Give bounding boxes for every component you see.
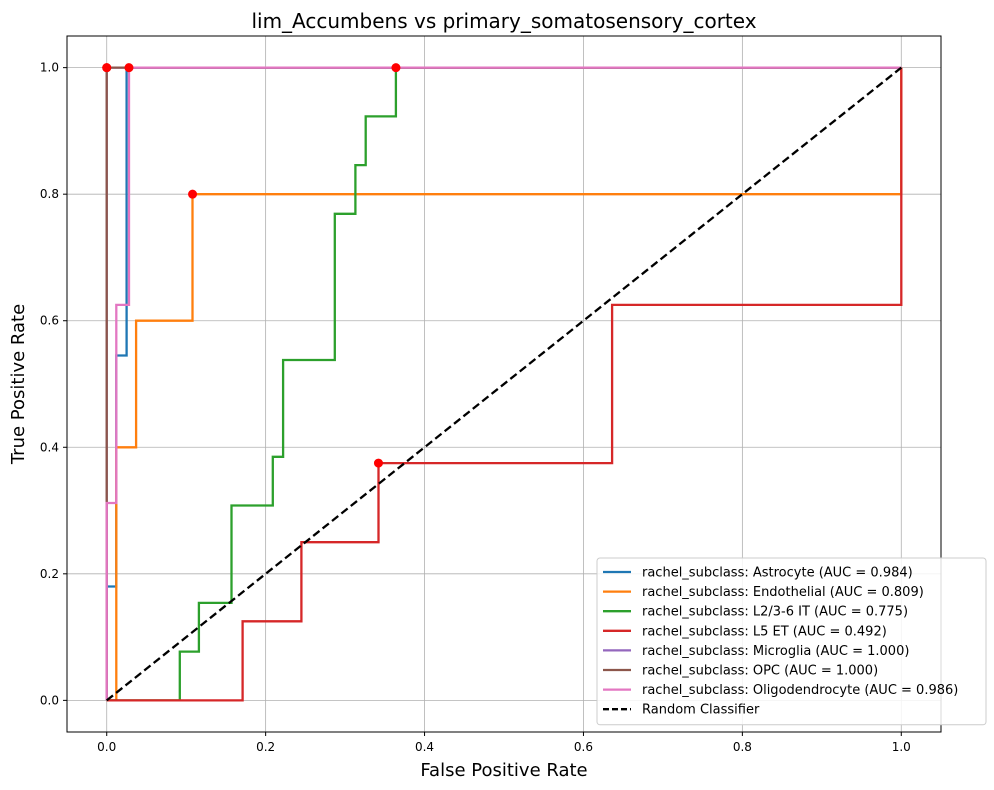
optimal-point-3 <box>373 458 383 468</box>
y-axis-label: True Positive Rate <box>8 304 29 465</box>
legend-label: rachel_subclass: Astrocyte (AUC = 0.984) <box>642 566 913 581</box>
chart-title: lim_Accumbens vs primary_somatosensory_c… <box>251 9 756 33</box>
x-tick-label: 0.2 <box>256 740 275 754</box>
optimal-point-1 <box>188 189 198 199</box>
legend-label: rachel_subclass: L5 ET (AUC = 0.492) <box>642 624 887 639</box>
y-tick-label: 1.0 <box>40 61 59 75</box>
legend-label: rachel_subclass: OPC (AUC = 1.000) <box>642 664 878 679</box>
roc-curve-6 <box>105 66 902 701</box>
x-tick-label: 1.0 <box>892 740 911 754</box>
roc-curve-3 <box>106 67 903 702</box>
optimal-point-5 <box>102 63 112 73</box>
plot-frame <box>66 35 942 733</box>
legend-box <box>596 557 987 726</box>
y-tick-label: 0.8 <box>40 187 59 201</box>
optimal-point-6 <box>124 63 134 73</box>
legend: rachel_subclass: Astrocyte (AUC = 0.984)… <box>596 557 987 726</box>
roc-curve-2 <box>106 66 902 702</box>
legend-label: rachel_subclass: Microglia (AUC = 1.000) <box>642 644 909 659</box>
x-tick-label: 0.8 <box>733 740 752 754</box>
roc-curve-1 <box>106 67 903 702</box>
x-tick-label: 0.4 <box>415 740 434 754</box>
y-tick-label: 0.4 <box>40 440 59 454</box>
y-tick-label: 0.6 <box>40 314 59 328</box>
y-tick-label: 0.0 <box>40 693 59 707</box>
legend-label: rachel_subclass: Endothelial (AUC = 0.80… <box>642 585 924 600</box>
optimal-markers <box>102 63 401 468</box>
y-tick-label: 0.2 <box>40 567 59 581</box>
x-tick-label: 0.6 <box>574 740 593 754</box>
legend-label: rachel_subclass: Oligodendrocyte (AUC = … <box>642 683 958 698</box>
x-tick-label: 0.0 <box>97 740 116 754</box>
legend-label: Random Classifier <box>642 703 760 718</box>
random-classifier-line <box>105 66 903 702</box>
x-axis-label: False Positive Rate <box>420 760 587 781</box>
optimal-point-2 <box>391 63 401 73</box>
legend-label: rachel_subclass: L2/3-6 IT (AUC = 0.775) <box>642 605 908 620</box>
axis-ticks: 0.0 0.2 0.4 0.6 0.8 1.0 0.0 0.2 0.4 0.6 0.8 1.0 <box>40 61 911 754</box>
